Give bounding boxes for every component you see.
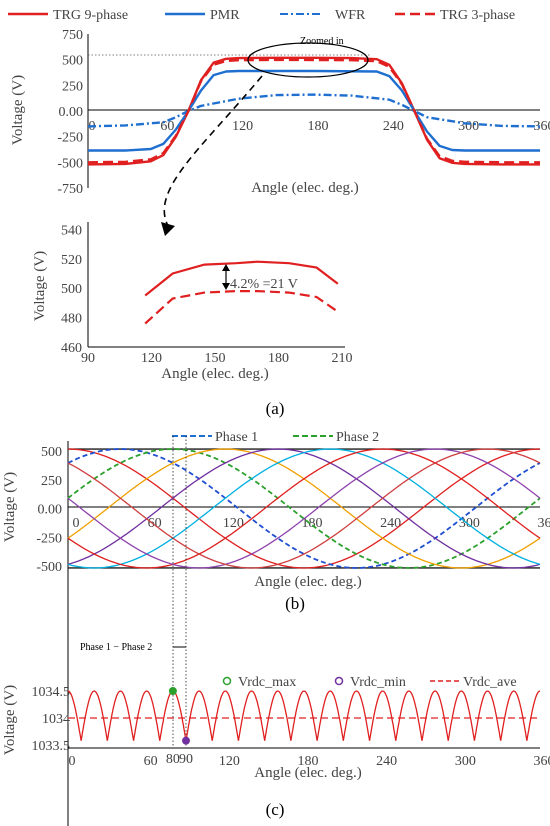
zoomed-in-annotation: Zoomed in (300, 36, 344, 47)
zoom-xlabel: Angle (elec. deg.) (161, 366, 268, 382)
panel-c-y-tick-label: 1033.5 (32, 739, 71, 754)
legend-label-vrdc-ave: Vrdc_ave (463, 675, 517, 690)
panel-b-x-tick-label: 120 (223, 516, 244, 531)
phase-diff-guides: Phase 1 − Phase 2 (80, 436, 187, 748)
series-line-trg-9-phase (87, 56, 540, 166)
panel-b-y-tick-label: 0.00 (38, 503, 63, 518)
vrdc-max-point (168, 687, 177, 695)
panel-b-ylabel: Voltage (V) (2, 472, 18, 542)
panel-a-x-tick-label: 240 (383, 119, 404, 134)
phase-wave-7 (67, 448, 541, 569)
panel-c-x-tick-label: 0 (69, 754, 76, 769)
legend-label-trg3: TRG 3-phase (440, 8, 515, 23)
panel-a-zoom: Voltage (V) 540 520 500 480 460 90 120 150 180 2… (32, 222, 353, 382)
zoom-diff-annotation: 4.2% =21 V (230, 277, 298, 292)
panel-a-y-tick-label: 0.00 (59, 105, 84, 120)
legend-label-vrdc-min: Vrdc_min (350, 675, 406, 690)
panel-b-x-tick-label: 180 (302, 516, 323, 531)
panel-b-y-tick-label: 250 (41, 474, 62, 489)
zoom-x-tick-label: 120 (141, 351, 162, 366)
panel-c-y-tick-label: 1034 (42, 712, 70, 727)
legend-label-vrdc-max: Vrdc_max (238, 675, 296, 690)
zoom-y-tick-label: 460 (61, 341, 82, 356)
zoom-arrow (163, 75, 263, 227)
panel-b-x-tick-label: 360 (538, 516, 550, 531)
panel-b-x-tick-label: 0 (73, 516, 80, 531)
caption-c: (c) (266, 800, 285, 819)
panel-a-y-tick-label: 250 (62, 79, 83, 94)
panel-a-legend: TRG 9-phase PMR WFR TRG 3-phase (8, 8, 515, 23)
vrdc-min-point (182, 736, 190, 745)
panel-a-x-tick-label: 360 (534, 119, 550, 134)
zoom-x-tick-label: 210 (332, 351, 353, 366)
panel-a-y-tick-label: -500 (57, 156, 83, 171)
panel-a-y-tick-label: -750 (57, 182, 83, 197)
panel-c-y-tick-label: 1034.5 (32, 685, 71, 700)
series-line-trg-3-phase (87, 58, 540, 164)
panel-a-xlabel: Angle (elec. deg.) (251, 180, 358, 196)
zoom-series-line-trg-3-phase (144, 290, 339, 325)
zoom-ellipse (247, 42, 369, 78)
zoom-y-tick-label: 540 (61, 223, 82, 238)
zoom-series-line-trg-9-phase (144, 260, 339, 297)
legend-label-trg9: TRG 9-phase (53, 8, 128, 23)
zoom-diff-arrowhead-top (222, 264, 230, 271)
legend-label-phase1: Phase 1 (215, 430, 258, 445)
legend-label-phase2: Phase 2 (336, 430, 379, 445)
legend-marker-vrdc-max (222, 676, 232, 686)
panel-a-y-tick-label: -250 (57, 131, 83, 146)
panel-a-y-tick-label: 750 (62, 28, 83, 43)
zoom-y-tick-label: 480 (61, 312, 82, 327)
zoom-x-tick-label: 180 (268, 351, 289, 366)
panel-c-extra-x-tick-label: 90 (179, 752, 193, 767)
panel-a-x-tick-label: 60 (160, 119, 174, 134)
panel-a-y-tick-label: 500 (62, 54, 83, 69)
zoom-y-tick-label: 520 (61, 253, 82, 268)
panel-b-xlabel: Angle (elec. deg.) (254, 574, 361, 590)
zoom-arrowhead (161, 222, 175, 236)
panel-c-x-tick-label: 300 (455, 754, 476, 769)
panel-c-extra-x-tick-label: 80 (166, 752, 180, 767)
panel-c-x-tick-label: 60 (144, 754, 158, 769)
panel-c: Vrdc_max Vrdc_min Vrdc_ave Voltage (V) 1… (2, 675, 550, 781)
vrdc-ripple-line (67, 690, 541, 741)
panel-a-x-tick-label: 180 (308, 119, 329, 134)
zoom-x-tick-label: 90 (81, 351, 95, 366)
legend-label-wfr: WFR (335, 8, 366, 23)
panel-b: Phase 1 Phase 2 Voltage (V) 500 250 0.00 -2… (2, 430, 550, 826)
zoom-diff-arrowhead-bottom (222, 283, 230, 290)
panel-b-x-tick-label: 240 (380, 516, 401, 531)
panel-c-ylabel: Voltage (V) (2, 685, 18, 755)
caption-b: (b) (285, 594, 305, 613)
panel-b-y-tick-label: -500 (36, 560, 62, 575)
panel-b-y-tick-label: -250 (36, 531, 62, 546)
zoom-x-tick-label: 150 (205, 351, 226, 366)
caption-a: (a) (266, 399, 285, 418)
legend-label-pmr: PMR (210, 8, 240, 23)
zoom-y-tick-label: 500 (61, 282, 82, 297)
zoom-ylabel: Voltage (V) (32, 251, 48, 321)
panel-c-x-tick-label: 240 (376, 754, 397, 769)
phase-wave-9 (67, 448, 541, 569)
phase-diff-label: Phase 1 − Phase 2 (80, 642, 152, 653)
series-line-wfr (87, 93, 541, 128)
panel-c-xlabel: Angle (elec. deg.) (254, 765, 361, 781)
series-line-pmr (88, 69, 540, 152)
panel-b-x-tick-label: 300 (459, 516, 480, 531)
panel-c-x-tick-label: 180 (298, 754, 319, 769)
panel-c-x-tick-label: 120 (219, 754, 240, 769)
panel-a-ylabel: Voltage (V) (10, 75, 26, 145)
panel-a-x-tick-label: 300 (458, 119, 479, 134)
panel-c-x-tick-label: 360 (534, 754, 550, 769)
panel-a-x-tick-label: 120 (232, 119, 253, 134)
legend-marker-vrdc-min (334, 676, 344, 686)
panel-b-y-tick-label: 500 (41, 445, 62, 460)
